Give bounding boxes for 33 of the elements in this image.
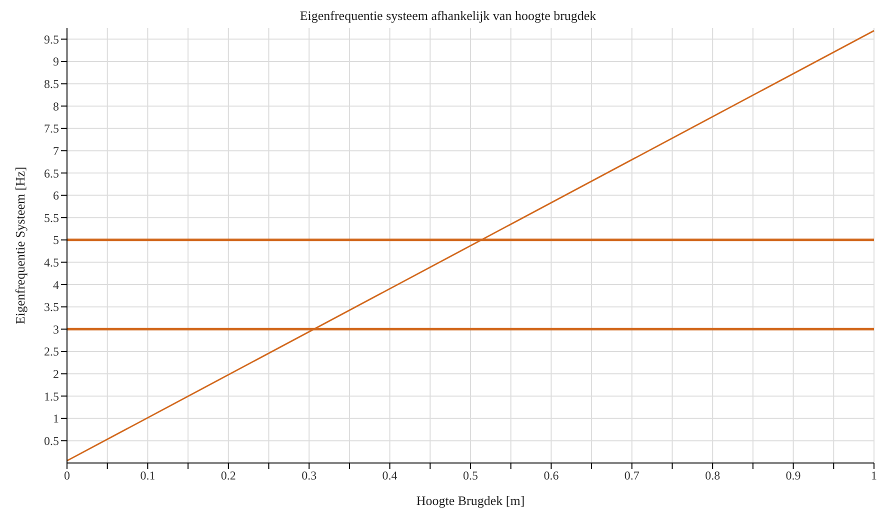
- y-tick-label: 9: [53, 54, 59, 69]
- y-tick-label: 4: [53, 278, 59, 292]
- y-tick-label: 7: [53, 144, 59, 158]
- x-tick-label: 1: [871, 468, 877, 483]
- y-tick-label: 2.5: [44, 344, 59, 359]
- y-tick-label: 6.5: [44, 166, 59, 180]
- y-tick-label: 0.5: [44, 434, 59, 448]
- chart-title: Eigenfrequentie systeem afhankelijk van hoogte brugdek: [298, 8, 598, 24]
- y-tick-label: 3: [53, 322, 59, 336]
- x-tick-label: 0: [64, 468, 70, 483]
- x-tick-label: 0.4: [382, 468, 398, 483]
- y-tick-label: 3.5: [44, 300, 59, 314]
- x-tick-label: 0.6: [544, 468, 559, 483]
- x-tick-label: 0.2: [220, 468, 236, 483]
- y-tick-label: 8: [53, 99, 59, 114]
- x-tick-label: 0.5: [463, 468, 478, 483]
- y-tick-label: 9.5: [44, 32, 59, 46]
- y-tick-label: 6: [53, 188, 59, 203]
- y-tick-label: 5.5: [44, 210, 59, 225]
- x-tick-label: 0.8: [705, 468, 720, 483]
- y-tick-label: 8.5: [44, 77, 59, 92]
- y-axis-title: Eigenfrequentie Systeem [Hz]: [12, 166, 28, 324]
- x-tick-label: 0.1: [140, 468, 156, 483]
- y-tick-label: 1: [53, 412, 59, 426]
- y-tick-label: 5: [53, 233, 59, 248]
- y-tick-label: 7.5: [44, 122, 59, 136]
- y-tick-label: 1.5: [44, 389, 59, 404]
- y-tick-label: 4.5: [44, 255, 59, 270]
- y-tick-label: 2: [53, 367, 59, 382]
- x-tick-label: 0.7: [624, 468, 640, 483]
- x-axis-title: Hoogte Brugdek [m]: [416, 493, 525, 508]
- x-tick-label: 0.9: [786, 468, 801, 483]
- x-tick-label: 0.3: [302, 468, 317, 483]
